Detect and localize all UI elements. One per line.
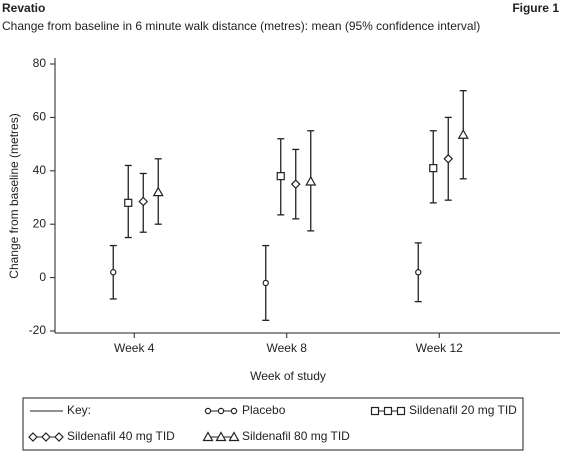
figure-label: Figure 1 [512, 1, 559, 15]
marker-square [383, 406, 393, 416]
marker-square [370, 406, 380, 416]
legend-title: Key: [67, 403, 91, 417]
marker-circle [230, 407, 238, 415]
marker-diamond [290, 179, 301, 189]
marker-circle [415, 269, 422, 276]
y-axis-title: Change from baseline (metres) [7, 113, 21, 278]
marker-diamond [443, 153, 454, 164]
marker-circle [262, 279, 269, 287]
marker-square [276, 172, 285, 181]
legend-label: Sildenafil 20 mg TID [409, 403, 517, 417]
marker-diamond [41, 432, 51, 442]
marker-diamond [138, 196, 149, 207]
y-tick-label: 60 [33, 110, 47, 124]
x-tick-label: Week 8 [267, 341, 308, 355]
marker-diamond [28, 432, 38, 442]
y-tick-label: 0 [39, 270, 46, 284]
marker-circle [204, 407, 212, 415]
y-tick-label: 20 [33, 216, 47, 230]
marker-circle [217, 407, 225, 415]
x-axis-title: Week of study [250, 369, 326, 383]
marker-circle [110, 269, 117, 276]
y-tick-label: 40 [33, 163, 47, 177]
legend-box [22, 397, 524, 451]
marker-square [124, 198, 133, 207]
marker-triangle [228, 431, 240, 442]
marker-triangle [457, 129, 469, 139]
marker-square [429, 164, 438, 173]
marker-square [396, 406, 406, 416]
legend-label: Sildenafil 40 mg TID [67, 429, 175, 443]
subtitle: Change from baseline in 6 minute walk di… [2, 19, 480, 33]
legend-label: Placebo [242, 403, 286, 417]
marker-triangle [202, 431, 214, 442]
marker-diamond [54, 432, 64, 442]
title: Revatio [2, 1, 45, 15]
legend-label: Sildenafil 80 mg TID [242, 429, 350, 443]
y-tick-label: 80 [33, 56, 47, 70]
marker-triangle [152, 186, 164, 197]
y-tick-label: -20 [29, 323, 47, 337]
marker-triangle [215, 431, 227, 442]
marker-triangle [305, 175, 317, 186]
x-tick-label: Week 4 [114, 341, 155, 355]
x-tick-label: Week 12 [416, 341, 463, 355]
